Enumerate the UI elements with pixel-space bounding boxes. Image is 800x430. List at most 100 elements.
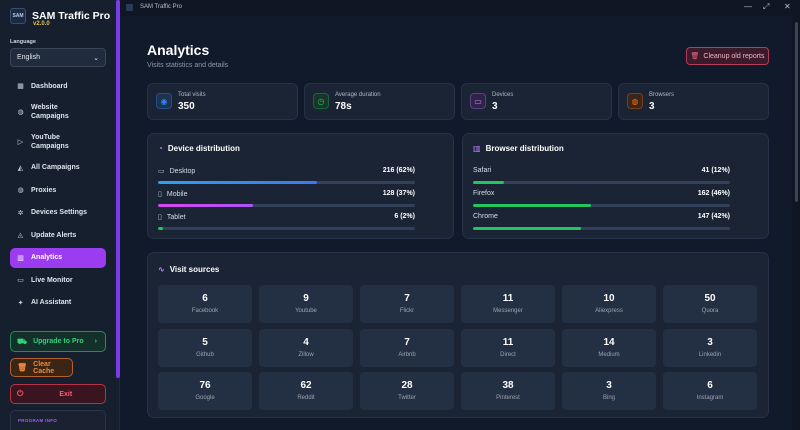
source-count: 7 <box>404 336 410 348</box>
browser-distribution-panel: ▥ Browser distribution Safari 41 (12%) F… <box>462 133 769 239</box>
sidebar-item-dashboard[interactable]: ▦ Dashboard <box>10 76 106 96</box>
device-label: ▯ Tablet <box>158 213 186 222</box>
sidebar-item-devices-settings[interactable]: ✲ Devices Settings <box>10 203 106 223</box>
stat-value: 3 <box>649 101 655 112</box>
sidebar: SAM SAM Traffic Pro v2.0.0 Language Engl… <box>0 0 120 430</box>
source-count: 14 <box>603 336 615 348</box>
source-name: Reddit <box>297 395 315 401</box>
sidebar-item-analytics[interactable]: ▥ Analytics <box>10 247 106 268</box>
brand: SAM SAM Traffic Pro <box>10 8 110 24</box>
language-select[interactable]: English ⌄ <box>10 48 106 67</box>
maximize-button[interactable]: ⤢ <box>763 2 770 11</box>
clear-cache-label: Clear Cache <box>33 360 55 375</box>
main-content: Analytics Visits statistics and details … <box>120 16 792 430</box>
source-tile-airbnb: 7 Airbnb <box>360 328 454 367</box>
source-tile-linkedin: 3 Linkedin <box>663 328 757 367</box>
source-count: 5 <box>202 336 208 348</box>
source-tile-zillow: 4 Zillow <box>259 328 353 367</box>
stat-card-devices: ▭ Devices 3 <box>461 83 612 120</box>
browser-value: 162 (46%) <box>697 190 730 197</box>
progress-fill <box>158 227 164 230</box>
source-tile-reddit: 62 Reddit <box>259 372 353 410</box>
main-scrollbar[interactable] <box>792 16 800 430</box>
source-name: Zillow <box>298 351 314 358</box>
monitor-icon: ▭ <box>17 277 24 284</box>
source-tile-flickr: 7 Flickr <box>360 285 454 323</box>
source-name: Medium <box>598 351 620 358</box>
trash-icon: 🗑 <box>690 53 700 60</box>
sidebar-item-label: All Campaigns <box>31 164 80 171</box>
sidebar-item-label: Proxies <box>31 186 57 194</box>
device-label: ▯ Mobile <box>158 190 187 199</box>
bell-icon: ◬ <box>17 232 24 239</box>
source-count: 3 <box>707 336 713 348</box>
main-scrollbar-thumb[interactable] <box>795 22 798 202</box>
cleanup-reports-button[interactable]: 🗑 Cleanup old reports <box>686 47 769 65</box>
source-count: 76 <box>199 380 211 391</box>
source-count: 4 <box>303 336 309 348</box>
app-titlebar-icon <box>126 4 133 11</box>
sidebar-item-all-campaigns[interactable]: ◭ All Campaigns <box>10 158 106 178</box>
sidebar-item-label: Analytics <box>31 254 63 261</box>
stat-value: 78s <box>335 101 352 112</box>
source-tile-messenger: 11 Messenger <box>461 285 555 323</box>
source-name: Direct <box>500 351 516 358</box>
panel-title: ∿ Visit sources <box>158 265 219 274</box>
app-logo-icon: SAM <box>10 8 26 24</box>
page-subtitle: Visits statistics and details <box>147 62 229 69</box>
sidebar-item-live-monitor[interactable]: ▭ Live Monitor <box>10 270 106 290</box>
device-distribution-title: Device distribution <box>167 144 240 153</box>
exit-button[interactable]: ⏻ Exit <box>10 384 106 404</box>
upgrade-button[interactable]: ⛟ Upgrade to Pro › <box>10 331 106 352</box>
sidebar-item-update-alerts[interactable]: ◬ Update Alerts <box>10 225 106 245</box>
source-tile-aliexpress: 10 Aliexpress <box>562 285 656 323</box>
progress-fill <box>158 204 254 207</box>
source-tile-quora: 50 Quora <box>663 285 757 323</box>
source-tile-instagram: 6 Instagram <box>663 372 757 410</box>
panel-title: ◔ Device distribution <box>158 144 240 153</box>
clear-cache-button[interactable]: 🗑 Clear Cache <box>10 358 73 377</box>
minimize-button[interactable]: — <box>744 2 752 11</box>
trash-icon: 🗑 <box>17 363 28 372</box>
source-count: 10 <box>603 293 615 304</box>
device-name: Desktop <box>169 167 196 175</box>
source-count: 6 <box>707 380 713 391</box>
source-tile-bing: 3 Bing <box>562 372 656 410</box>
device-label: ▭ Desktop <box>158 167 196 176</box>
program-info-panel: PROGRAM INFO <box>10 410 106 430</box>
source-name: Google <box>195 395 215 401</box>
chevron-right-icon: › <box>94 338 97 345</box>
sidebar-item-youtube-campaigns[interactable]: ▷ YouTube Campaigns <box>10 128 106 155</box>
source-name: Linkedin <box>698 351 722 358</box>
browser-name: Firefox <box>473 190 495 197</box>
sidebar-scrollbar[interactable] <box>116 0 120 378</box>
stat-label: Total visits <box>178 92 206 98</box>
sidebar-item-label: AI Assistant <box>31 299 72 306</box>
stat-value: 350 <box>178 101 195 112</box>
device-value: 216 (62%) <box>382 167 415 174</box>
bar-chart-icon: ▥ <box>473 144 481 153</box>
sidebar-item-label: Update Alerts <box>31 231 77 239</box>
source-name: Facebook <box>191 308 219 314</box>
source-name: Messenger <box>493 308 523 314</box>
sidebar-item-proxies[interactable]: ◍ Proxies <box>10 180 106 200</box>
close-button[interactable]: ✕ <box>784 2 791 11</box>
stat-label: Devices <box>492 92 514 98</box>
stat-label: Browsers <box>649 92 675 98</box>
source-name: Bing <box>602 395 615 401</box>
youtube-icon: ▷ <box>17 138 24 146</box>
source-count: 38 <box>502 380 514 391</box>
monitor-icon: ▭ <box>470 93 486 109</box>
source-tile-direct: 11 Direct <box>461 328 555 367</box>
panel-title: ▥ Browser distribution <box>473 144 564 153</box>
title-bar: SAM Traffic Pro — ⤢ ✕ <box>120 0 800 16</box>
sidebar-item-ai-assistant[interactable]: ✦ AI Assistant <box>10 293 106 313</box>
source-tile-github: 5 Github <box>158 328 252 367</box>
progress-track <box>473 204 730 207</box>
source-name: Instagram <box>696 395 724 401</box>
source-count: 28 <box>401 380 413 391</box>
language-value: English <box>17 54 40 61</box>
sidebar-item-website-campaigns[interactable]: ◍ Website Campaigns <box>10 99 106 126</box>
source-count: 6 <box>202 293 208 304</box>
upgrade-label: Upgrade to Pro <box>33 338 84 345</box>
